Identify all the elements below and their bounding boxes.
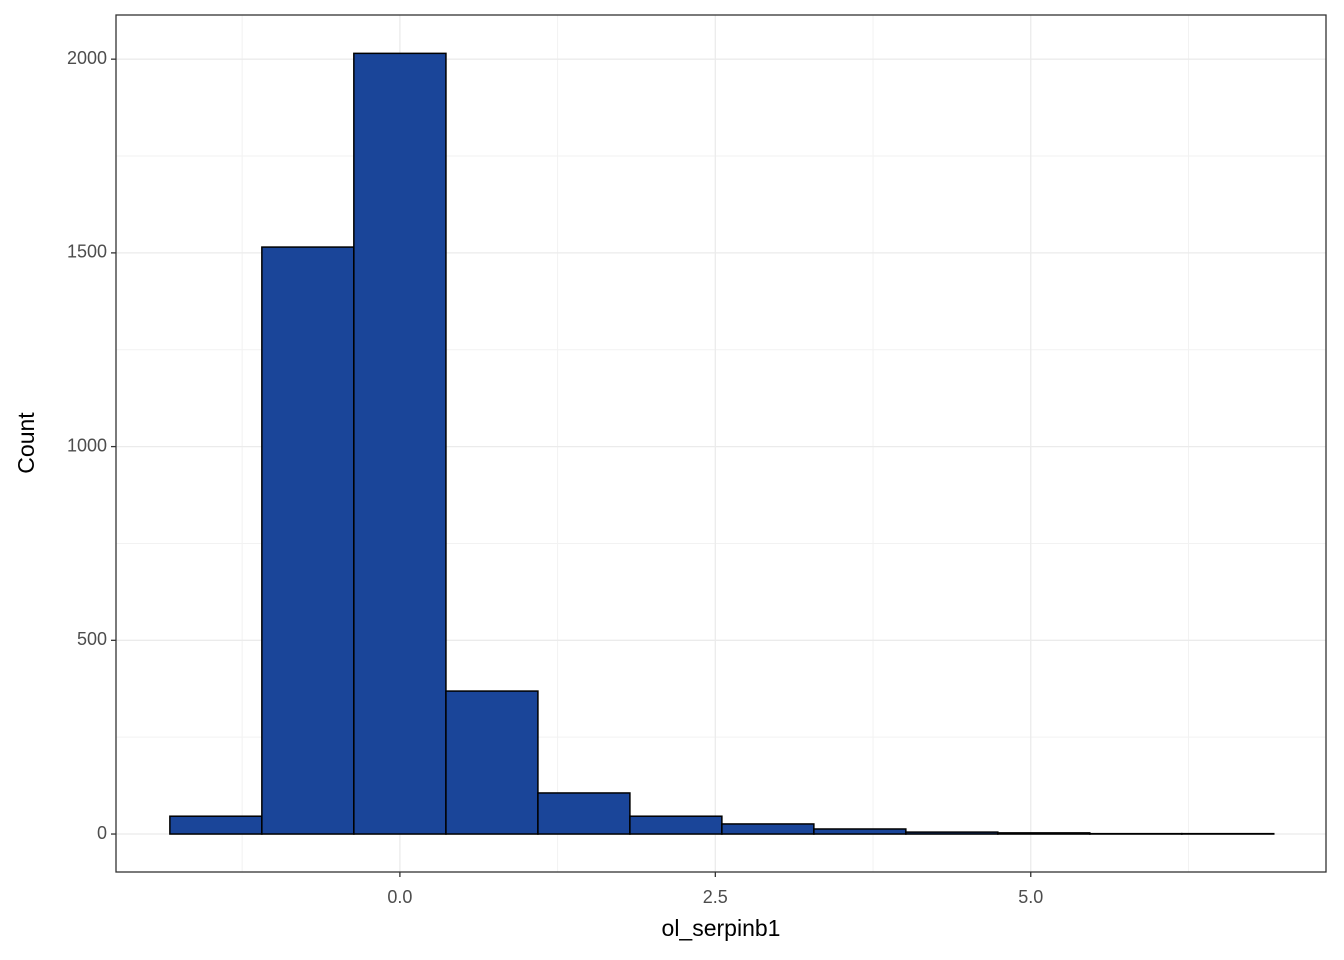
y-tick-label: 1500 [67,242,107,262]
y-axis-title: Count [13,412,39,474]
panel-border [115,14,1327,873]
bar [813,828,907,835]
x-tick-label: 5.0 [1018,887,1043,907]
x-axis-title: ol_serpinb1 [662,915,781,941]
y-tick-label: 1000 [67,435,107,455]
x-tick-label: 0.0 [387,887,412,907]
x-tick-label: 2.5 [703,887,728,907]
bar [169,815,263,835]
bar [261,246,355,835]
bar [445,690,539,835]
bar [721,823,815,835]
y-tick-label: 500 [77,629,107,649]
y-tick-label: 0 [97,823,107,843]
bar [905,831,999,835]
y-tick-label: 2000 [67,48,107,68]
bar [537,792,631,835]
bar [629,815,723,835]
bar [353,52,447,835]
bar [997,832,1091,835]
